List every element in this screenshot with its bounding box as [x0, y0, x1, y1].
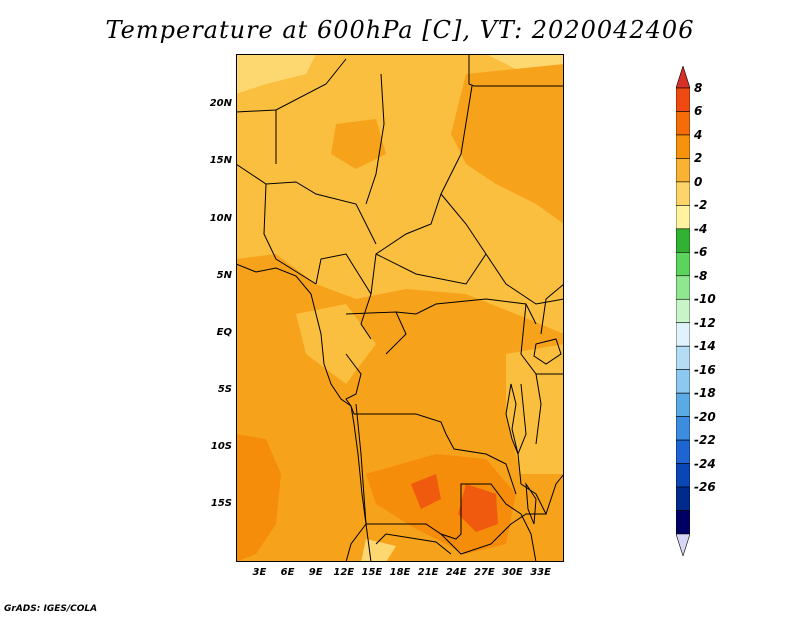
field-2-4-ne — [451, 64, 564, 224]
colorbar-tick-label: -8 — [694, 268, 708, 283]
colorbar-segment — [676, 158, 690, 183]
lon-tick-label: 33E — [530, 567, 551, 578]
colorbar-tick-label: -14 — [694, 339, 716, 354]
coastline — [236, 263, 372, 562]
colorbar-tick-label: 2 — [694, 151, 703, 166]
lon-tick-label: 30E — [502, 567, 523, 578]
colorbar — [676, 66, 690, 556]
colorbar-tick-label: -12 — [694, 315, 716, 330]
colorbar-bottom-arrow — [676, 533, 690, 556]
lat-tick-label: 20N — [209, 98, 232, 110]
credit-text: GrADS: IGES/COLA — [4, 604, 98, 614]
country-borders — [236, 54, 564, 562]
lon-tick-label: 12E — [333, 567, 355, 578]
colorbar-tick-label: -22 — [694, 433, 716, 448]
lake-victoria — [533, 338, 562, 365]
colorbar-segment — [676, 416, 690, 441]
colorbar-segment — [676, 322, 690, 347]
lake-malawi — [525, 482, 537, 525]
colorbar-tick-label: -16 — [694, 362, 716, 377]
colorbar-tick-label: 4 — [694, 127, 703, 142]
colorbar-segment — [676, 486, 690, 511]
colorbar-segment — [676, 510, 690, 535]
lat-tick-label: 5N — [216, 269, 232, 281]
field-cool-nw — [236, 54, 316, 94]
colorbar-tick-label: -20 — [694, 409, 716, 424]
colorbar-tick-label: -10 — [694, 292, 716, 307]
field-4-6-sw — [236, 434, 281, 562]
lat-tick-label: 15N — [209, 155, 232, 167]
colorbar-segment — [676, 439, 690, 464]
lon-tick-label: 21E — [417, 567, 439, 578]
colorbar-segment — [676, 275, 690, 300]
lon-tick-label: 18E — [389, 567, 411, 578]
colorbar-segment — [676, 345, 690, 370]
colorbar-tick-label: -18 — [694, 386, 716, 401]
colorbar-segment — [676, 369, 690, 394]
lat-tick-label: 5S — [217, 383, 232, 395]
colorbar-top-arrow — [676, 66, 690, 89]
field-0-2-gabon — [296, 304, 376, 384]
colorbar-segment — [676, 252, 690, 277]
colorbar-segment — [676, 87, 690, 112]
colorbar-tick-label: -26 — [694, 480, 716, 495]
lon-tick-label: 24E — [445, 567, 467, 578]
colorbar-segment — [676, 228, 690, 253]
page-title: Temperature at 600hPa [C], VT: 202004240… — [105, 16, 695, 44]
lon-tick-label: 15E — [361, 567, 383, 578]
colorbar-tick-label: 0 — [694, 174, 703, 189]
lon-tick-label: 6E — [280, 567, 295, 578]
colorbar-segment — [676, 134, 690, 159]
colorbar-tick-label: -2 — [694, 198, 708, 213]
lat-tick-label: EQ — [216, 326, 232, 338]
map-plot-area — [236, 54, 564, 562]
colorbar-tick-label: 6 — [694, 104, 703, 119]
colorbar-segment — [676, 298, 690, 324]
colorbar-tick-label: 8 — [694, 81, 703, 95]
colorbar-segment — [676, 392, 690, 417]
colorbar-segment — [676, 111, 690, 136]
colorbar-tick-label: -4 — [694, 221, 708, 236]
lat-tick-label: 10S — [210, 440, 232, 452]
field-6-8-a — [411, 474, 441, 509]
map-frame — [236, 54, 564, 562]
field-6-8-b — [458, 484, 498, 532]
lon-tick-label: 3E — [252, 567, 267, 578]
colorbar-tick-label: -6 — [694, 245, 708, 260]
lon-tick-label: 9E — [308, 567, 323, 578]
field-0-2-ea — [506, 344, 564, 474]
colorbar-segment — [676, 181, 690, 206]
colorbar-segment — [676, 205, 690, 230]
colorbar-segment — [676, 463, 690, 488]
lake-tanganyika — [505, 383, 519, 455]
colorbar-tick-label: -24 — [694, 456, 716, 471]
lat-tick-label: 10N — [209, 212, 232, 224]
lat-tick-label: 15S — [210, 497, 232, 509]
lon-tick-label: 27E — [473, 567, 495, 578]
temperature-map — [236, 54, 564, 562]
field-2-4-n — [331, 119, 386, 169]
